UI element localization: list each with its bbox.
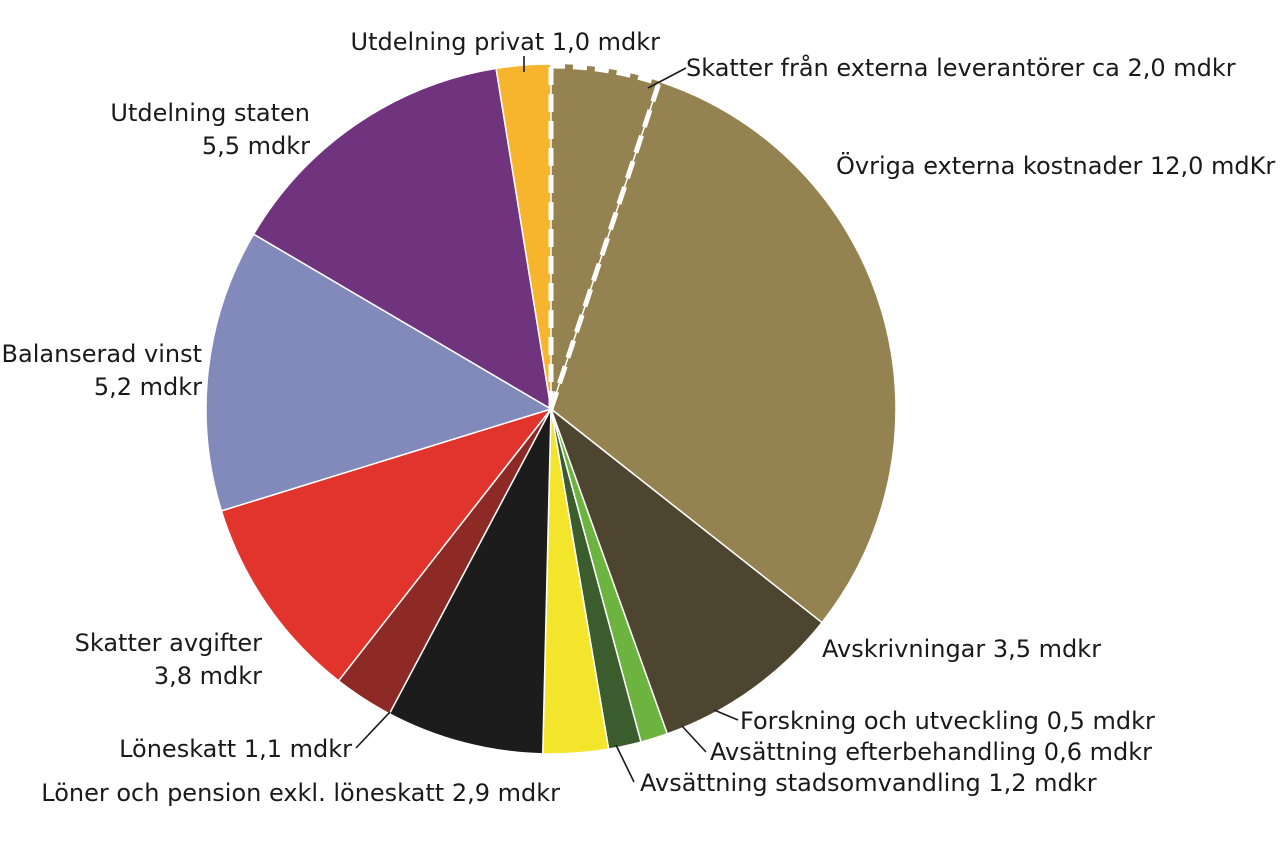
dashed-edge-skatter-externa-1	[548, 82, 662, 410]
leader-forskning	[713, 709, 739, 721]
slice-utdelning-staten	[252, 67, 552, 410]
slice-balanserad-vinst	[205, 233, 552, 512]
leader-avsattning-stadsomvandling	[615, 744, 635, 783]
leader-lines	[355, 56, 739, 783]
label-avsattning-stadsomvandling: Avsättning stadsomvandling 1,2 mdkr	[640, 769, 1097, 797]
label-utdelning-privat: Utdelning privat 1,0 mdkr	[351, 28, 661, 56]
leader-avsattning-efterbehandling	[681, 725, 707, 753]
label-skatter-externa: Skatter från externa leverantörer ca 2,0…	[686, 53, 1236, 82]
label-skatter-avgifter: Skatter avgifter	[75, 629, 263, 657]
slice-skatter-avgifter	[220, 408, 552, 682]
dashed-arc-skatter-externa	[550, 63, 660, 86]
label-utdelning-staten-value: 5,5 mdkr	[202, 132, 310, 160]
label-utdelning-staten: Utdelning staten	[110, 99, 310, 127]
slice-loner-pension	[388, 408, 552, 755]
label-balanserad-vinst: Balanserad vinst	[2, 340, 202, 368]
label-skatter-avgifter-value: 3,8 mdkr	[154, 662, 262, 690]
slice-labels: Skatter från externa leverantörer ca 2,0…	[2, 28, 1276, 807]
dashed-boundaries	[548, 63, 662, 410]
label-avskrivningar: Avskrivningar 3,5 mdkr	[822, 635, 1101, 663]
label-balanserad-vinst-value: 5,2 mdkr	[94, 373, 202, 401]
label-loner-pension: Löner och pension exkl. löneskatt 2,9 md…	[41, 779, 560, 807]
label-forskning: Forskning och utveckling 0,5 mdkr	[740, 707, 1155, 735]
label-avsattning-efterbehandling: Avsättning efterbehandling 0,6 mdkr	[710, 738, 1152, 766]
slice-ovriga-externa	[550, 80, 897, 624]
leader-skatter-externa	[647, 67, 687, 89]
leader-loneskatt	[355, 711, 391, 749]
label-loneskatt: Löneskatt 1,1 mdkr	[119, 735, 352, 763]
slice-avskrivningar	[550, 408, 823, 735]
label-ovriga-externa: Övriga externa kostnader 12,0 mdKr	[836, 151, 1275, 180]
pie-slices	[205, 63, 897, 755]
